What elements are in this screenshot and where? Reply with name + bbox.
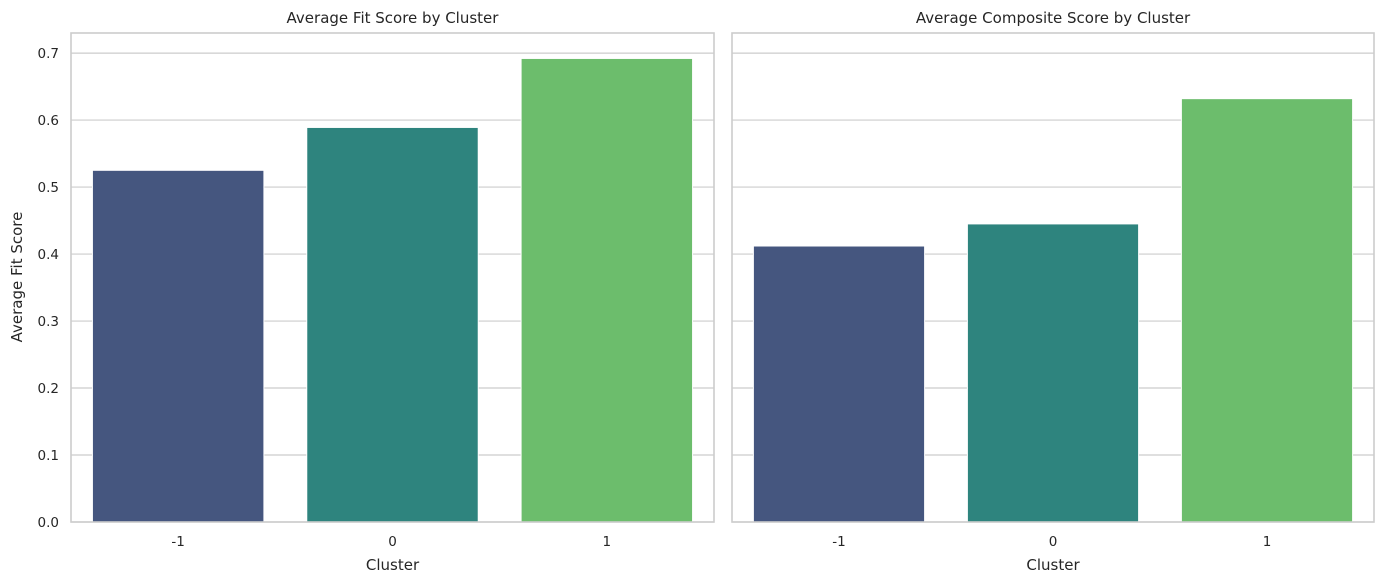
plot-frame <box>70 32 715 523</box>
x-tick-label: -1 <box>171 534 184 550</box>
bar-cluster--1 <box>91 169 265 523</box>
chart-title: Average Fit Score by Cluster <box>287 9 500 27</box>
y-tick-label: 0.1 <box>38 448 59 464</box>
bar-cluster-0 <box>306 126 479 523</box>
y-tick-label: 0.5 <box>38 180 59 196</box>
x-axis-label: Cluster <box>1026 556 1080 574</box>
x-tick-label: -1 <box>832 534 845 550</box>
x-tick-labels: -1 0 1 <box>171 534 611 550</box>
x-tick-label: 1 <box>1263 534 1272 550</box>
bar-cluster-1 <box>520 57 694 523</box>
chart-panel-composite: -1 0 1 Average Composite Score by Cluster … <box>731 9 1375 574</box>
x-tick-labels: -1 0 1 <box>832 534 1271 550</box>
y-tick-label: 0.7 <box>38 46 59 62</box>
y-axis-label: Average Fit Score <box>8 212 26 343</box>
y-tick-label: 0.6 <box>38 113 59 129</box>
bar-cluster-1 <box>1180 98 1354 523</box>
y-tick-label: 0.4 <box>38 247 59 263</box>
y-tick-labels: 0.0 0.1 0.2 0.3 0.4 0.5 0.6 0.7 <box>38 46 59 531</box>
bars <box>91 57 694 523</box>
y-tick-label: 0.2 <box>38 381 59 397</box>
x-axis-label: Cluster <box>366 556 420 574</box>
x-tick-label: 0 <box>388 534 397 550</box>
bars <box>752 98 1354 523</box>
x-tick-label: 0 <box>1049 534 1058 550</box>
y-tick-label: 0.3 <box>38 314 59 330</box>
bar-cluster-0 <box>966 223 1140 523</box>
chart-panel-fit: 0.0 0.1 0.2 0.3 0.4 0.5 0.6 0.7 -1 0 1 Average Fi… <box>8 9 715 574</box>
chart-title: Average Composite Score by Cluster <box>916 9 1191 27</box>
bar-cluster--1 <box>752 245 926 523</box>
x-tick-label: 1 <box>603 534 612 550</box>
plot-frame <box>731 32 1375 523</box>
y-tick-label: 0.0 <box>38 515 59 531</box>
